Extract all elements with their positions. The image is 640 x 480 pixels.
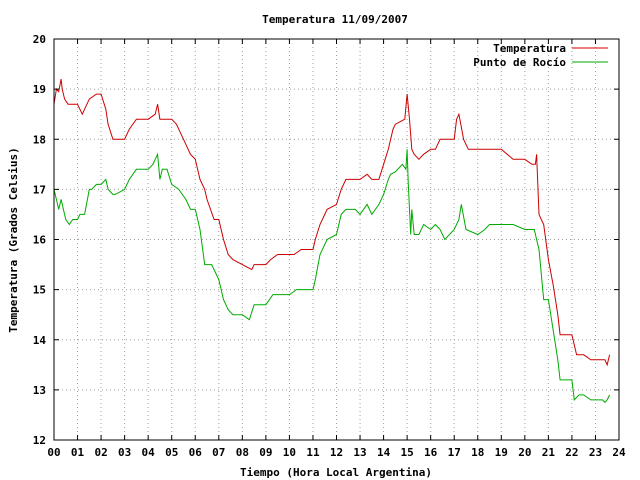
- y-axis-label: Temperatura (Grados Celsius): [7, 147, 20, 332]
- legend: Temperatura Punto de Rocío: [473, 42, 608, 69]
- x-tick-label: 04: [142, 446, 156, 459]
- x-tick-label: 02: [94, 446, 107, 459]
- x-tick-label: 00: [47, 446, 60, 459]
- x-tick-label: 07: [212, 446, 225, 459]
- grid-lines: [54, 39, 619, 440]
- y-tick-label: 17: [33, 183, 46, 196]
- x-tick-label: 12: [330, 446, 343, 459]
- y-tick-label: 16: [33, 234, 47, 247]
- x-tick-label: 05: [165, 446, 178, 459]
- legend-label-temperatura: Temperatura: [493, 42, 566, 55]
- x-tick-label: 01: [71, 446, 85, 459]
- x-tick-label: 18: [471, 446, 484, 459]
- series-line-punto-de-rocio: [53, 149, 611, 404]
- chart-title: Temperatura 11/09/2007: [262, 13, 408, 26]
- x-tick-label: 16: [424, 446, 438, 459]
- x-tick-label: 17: [448, 446, 461, 459]
- x-tick-label: 23: [589, 446, 602, 459]
- x-tick-label: 14: [377, 446, 391, 459]
- x-tick-label: 20: [518, 446, 531, 459]
- x-tick-label: 11: [306, 446, 320, 459]
- x-tick-label: 13: [353, 446, 366, 459]
- y-tick-label: 13: [33, 384, 46, 397]
- x-tick-label: 08: [236, 446, 249, 459]
- legend-label-punto-de-rocio: Punto de Rocío: [473, 56, 566, 69]
- y-tick-label: 20: [33, 33, 46, 46]
- x-tick-label: 24: [612, 446, 626, 459]
- series-layer: [53, 79, 611, 404]
- x-tick-label: 22: [565, 446, 578, 459]
- x-tick-label: 21: [542, 446, 556, 459]
- axis-ticks: 00 01 02 03 04 05 06 07 08 09 10 11 12 13 14 15 16 17 18 19…: [33, 33, 626, 459]
- series-line-temperatura: [53, 79, 611, 367]
- y-tick-label: 19: [33, 83, 46, 96]
- x-tick-label: 15: [401, 446, 414, 459]
- x-tick-label: 06: [189, 446, 203, 459]
- y-tick-label: 12: [33, 434, 46, 447]
- x-tick-label: 10: [283, 446, 296, 459]
- y-tick-label: 14: [33, 334, 47, 347]
- x-tick-label: 19: [495, 446, 508, 459]
- x-axis-label: Tiempo (Hora Local Argentina): [240, 466, 432, 479]
- y-tick-label: 15: [33, 284, 46, 297]
- x-tick-label: 09: [259, 446, 272, 459]
- x-tick-label: 03: [118, 446, 131, 459]
- y-tick-label: 18: [33, 133, 46, 146]
